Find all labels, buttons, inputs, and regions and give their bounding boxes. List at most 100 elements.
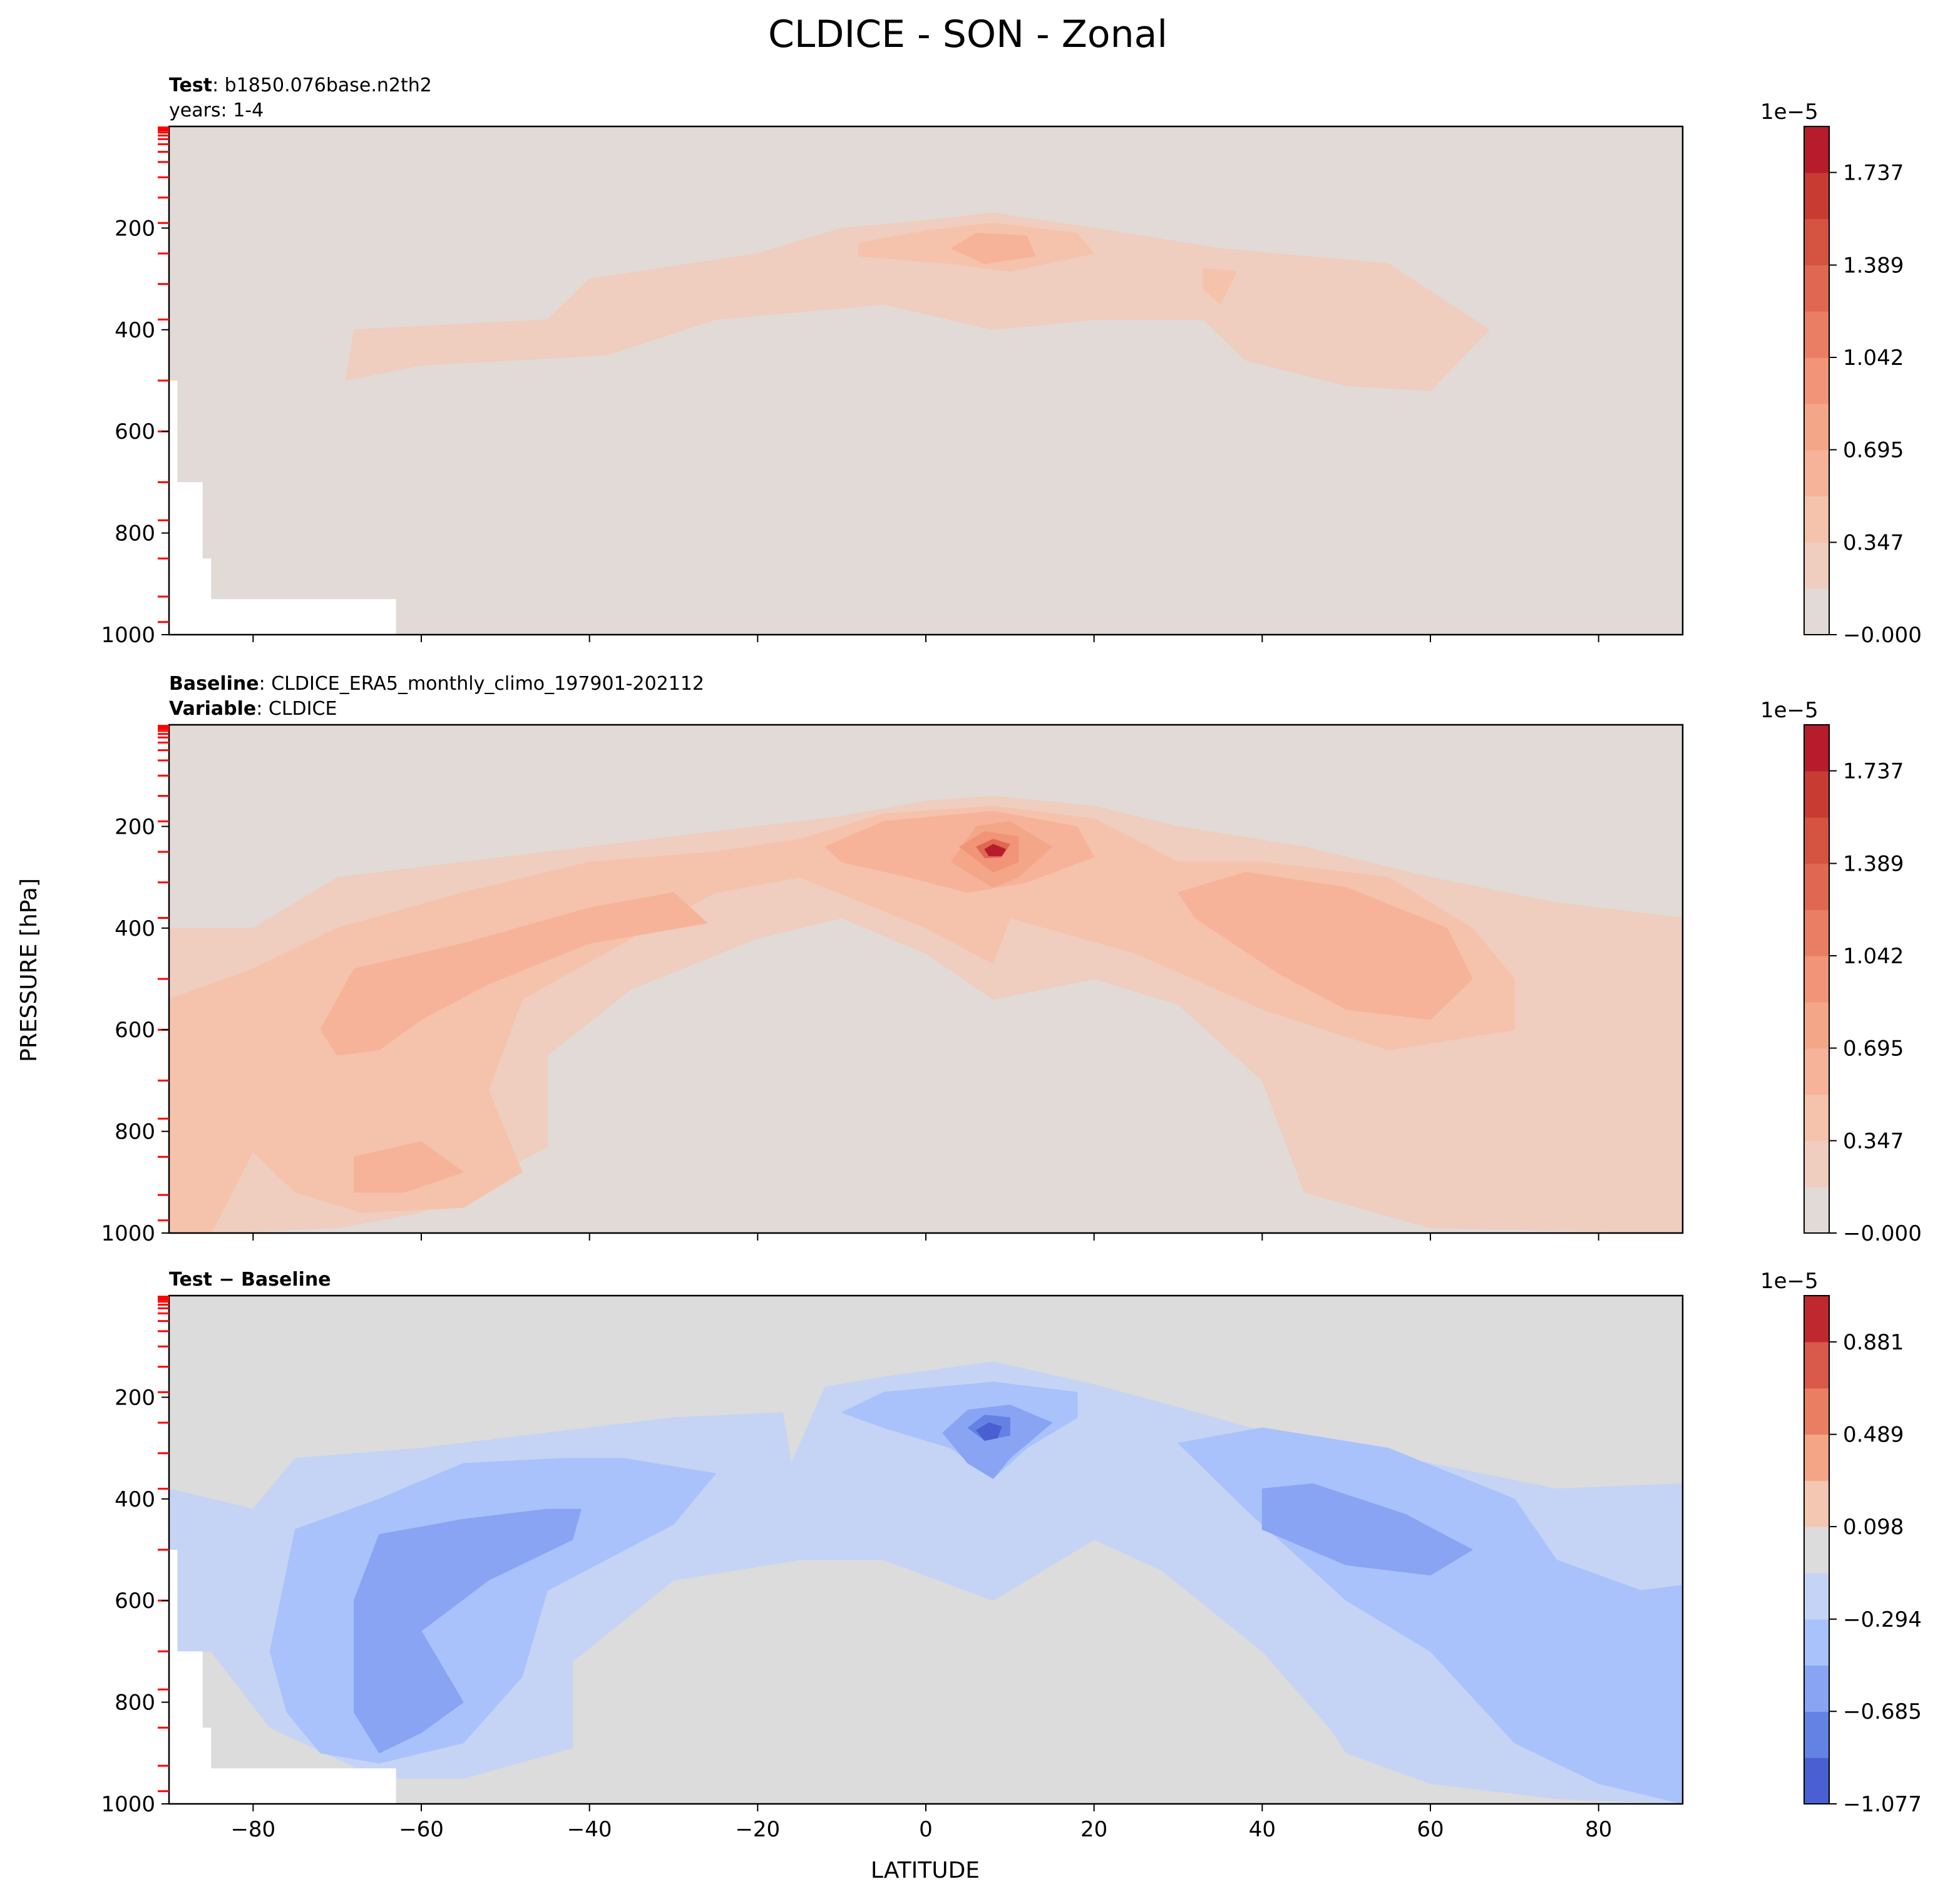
colorbar-test: −0.000 0.347 0.695 1.042 1.389 1.737 1e−5 (1760, 100, 1922, 648)
colorbar-frame (1804, 724, 1830, 1234)
y-tick-label: 600 (115, 419, 155, 444)
contour-region-3 (950, 233, 1036, 264)
y-tick-label: 800 (115, 1691, 155, 1716)
x-axis-label: LATITUDE (871, 1858, 980, 1883)
colorbar-segment (1804, 542, 1829, 589)
colorbar-tick-label: 1.737 (1843, 161, 1904, 186)
contour-region-3 (354, 1141, 464, 1193)
colorbar-tick-label: 0.489 (1843, 1423, 1904, 1448)
panel-title-text: years: 1-4 (169, 100, 264, 121)
colorbar-segment (1804, 218, 1829, 266)
colorbar-segment (1804, 265, 1829, 312)
colorbar-segment (1804, 1758, 1829, 1804)
y-tick-label: 800 (115, 1120, 155, 1145)
colorbar-tick-label: 0.695 (1843, 438, 1904, 463)
colorbar-segment (1804, 770, 1829, 818)
colorbar-segment (1804, 126, 1829, 173)
contour-background (169, 126, 1683, 635)
colorbar-tick-label: 1.042 (1843, 346, 1904, 371)
colorbar-frame (1804, 1295, 1830, 1804)
colorbar-segment (1804, 1527, 1829, 1574)
colorbar-segment (1804, 863, 1829, 910)
panel-title-line: Test: b1850.076base.n2th2 (169, 74, 432, 96)
x-tick-label: 80 (1585, 1817, 1612, 1842)
plot-area-baseline (169, 725, 1683, 1233)
panel-title-bold: Baseline (169, 673, 259, 695)
figure-title: CLDICE - SON - Zonal (768, 13, 1167, 56)
x-tick-label: −40 (567, 1817, 612, 1842)
colorbar-exponent-label: 1e−5 (1760, 698, 1819, 723)
y-tick-label: 600 (115, 1018, 155, 1043)
colorbar-tick-label: 1.042 (1843, 944, 1904, 969)
colorbar-segment (1804, 1619, 1829, 1666)
colorbar-tick-label: 0.347 (1843, 1129, 1904, 1154)
x-tick-label: −80 (230, 1817, 275, 1842)
contour-region-2 (320, 892, 708, 1056)
y-tick-label: 1000 (101, 1792, 155, 1817)
colorbar-segment (1804, 403, 1829, 451)
colorbar-tick-label: 1.389 (1843, 851, 1904, 876)
colorbar-baseline: −0.000 0.347 0.695 1.042 1.389 1.737 1e−5 (1760, 698, 1922, 1246)
plot-area-difference (169, 1296, 1683, 1804)
y-tick-label: 800 (115, 521, 155, 546)
y-axis-label: PRESSURE [hPa] (16, 878, 42, 1062)
plot-area-test (169, 126, 1683, 635)
contour-region-9 (984, 844, 1007, 856)
panels: 200 400 600 800 1000 Test: b1850.076base.n2th… (101, 74, 1921, 1842)
colorbar-segment (1804, 1572, 1829, 1620)
colorbar-tick-label: 1.737 (1843, 759, 1904, 784)
contour-region-1 (169, 806, 1515, 1233)
colorbar-segment (1804, 1341, 1829, 1389)
y-tick-label: 400 (115, 318, 155, 343)
y-tick-label: 200 (115, 216, 155, 241)
y-tick-label: 200 (115, 1385, 155, 1410)
panel-title-text: : CLDICE (256, 698, 337, 720)
colorbar-exponent-label: 1e−5 (1760, 100, 1819, 125)
colorbar-tick-label: 0.881 (1843, 1330, 1904, 1355)
colorbar-segment (1804, 956, 1829, 1003)
panel-title-bold: Test (169, 74, 212, 96)
panel-title-line: years: 1-4 (169, 100, 264, 121)
contour-region-5 (942, 1405, 1052, 1479)
colorbar-segment (1804, 909, 1829, 956)
contour-region-8 (976, 1422, 1002, 1441)
colorbar-segment (1804, 725, 1829, 772)
colorbar-segment (1804, 1665, 1829, 1712)
colorbar-segment (1804, 1187, 1829, 1234)
missing-data-region (169, 1550, 396, 1804)
x-tick-label: 60 (1417, 1817, 1444, 1842)
y-tick-label: 1000 (101, 1221, 155, 1246)
panel-test: 200 400 600 800 1000 Test: b1850.076base.n2th… (101, 74, 1921, 648)
panel-title-text: : b1850.076base.n2th2 (212, 74, 432, 96)
contour-region-4 (1178, 872, 1473, 1020)
colorbar-segment (1804, 1388, 1829, 1435)
colorbar-segment (1804, 1480, 1829, 1527)
y-tick-label: 1000 (101, 623, 155, 648)
colorbar-segment (1804, 1140, 1829, 1187)
panel-title-bold: Test − Baseline (169, 1269, 331, 1291)
colorbar-tick-label: −0.685 (1843, 1699, 1922, 1724)
contour-region-2 (1203, 268, 1238, 305)
panel-title-line: Test − Baseline (169, 1269, 331, 1291)
panel-baseline: 200 400 600 800 1000 Baseline: CLDICE_ERA5_mo… (101, 673, 1921, 1246)
colorbar-exponent-label: 1e−5 (1760, 1269, 1819, 1294)
y-tick-label: 200 (115, 814, 155, 839)
contour-region-0 (345, 212, 1490, 391)
colorbar-segment (1804, 1711, 1829, 1758)
colorbar-segment (1804, 817, 1829, 864)
missing-data-region (169, 381, 396, 635)
colorbar-tick-label: 0.347 (1843, 530, 1904, 555)
panel-title-bold: Variable (169, 698, 256, 720)
x-tick-label: 40 (1249, 1817, 1276, 1842)
colorbar-difference: −1.077 −0.685 −0.294 0.098 0.489 0.881 1e−5 (1760, 1269, 1922, 1817)
x-tick-label: −20 (735, 1817, 780, 1842)
colorbar-tick-label: −0.000 (1843, 1221, 1922, 1246)
panel-title-line: Baseline: CLDICE_ERA5_monthly_climo_1979… (169, 673, 704, 695)
colorbar-segment (1804, 357, 1829, 404)
colorbar-segment (1804, 588, 1829, 635)
colorbar-segment (1804, 172, 1829, 220)
colorbar-segment (1804, 1048, 1829, 1095)
panel-title-text: : CLDICE_ERA5_monthly_climo_197901-20211… (259, 673, 704, 695)
colorbar-tick-label: 0.098 (1843, 1515, 1904, 1540)
